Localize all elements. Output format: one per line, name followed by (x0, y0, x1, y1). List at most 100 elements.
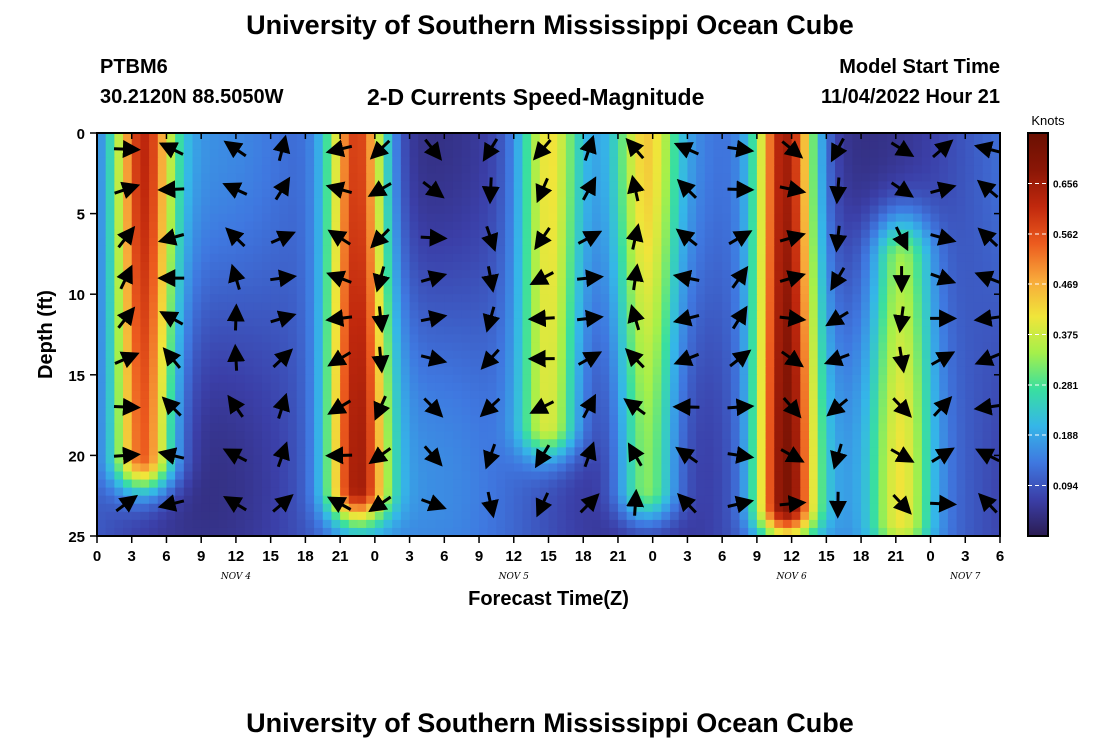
heatmap-cell (973, 366, 984, 376)
heatmap-cell (965, 205, 975, 215)
heatmap-cell (279, 423, 289, 432)
heatmap-cell (982, 463, 992, 473)
heatmap-cell (235, 318, 246, 328)
heatmap-cell (748, 302, 758, 311)
heatmap-cell (713, 423, 723, 432)
heatmap-cell (392, 302, 402, 311)
heatmap-cell (670, 447, 680, 456)
heatmap-cell (496, 165, 506, 174)
heatmap-cell (192, 278, 202, 287)
heatmap-cell (131, 487, 142, 497)
heatmap-cell (956, 237, 966, 247)
heatmap-cell (452, 270, 463, 279)
heatmap-cell (739, 431, 749, 440)
heatmap-cell (704, 503, 715, 513)
heatmap-cell (227, 326, 237, 336)
heatmap-cell (305, 471, 315, 481)
heatmap-cell (591, 471, 602, 481)
heatmap-cell (965, 278, 975, 287)
heatmap-cell (756, 407, 767, 416)
heatmap-cell (105, 511, 115, 521)
heatmap-cell (991, 245, 1001, 255)
heatmap-cell (296, 318, 306, 328)
heatmap-cell (965, 463, 975, 473)
heatmap-cell (409, 302, 419, 311)
heatmap-cell (661, 141, 671, 150)
heatmap-cell (244, 294, 254, 303)
heatmap-cell (843, 213, 853, 223)
heatmap-cell (574, 511, 584, 521)
heatmap-cell (340, 157, 350, 166)
heatmap-cell (513, 302, 524, 311)
heatmap-cell (817, 326, 827, 336)
heatmap-cell (244, 455, 254, 465)
heatmap-cell (913, 278, 923, 287)
heatmap-cell (635, 197, 645, 207)
heatmap-cell (956, 447, 966, 456)
heatmap-cell (409, 479, 419, 489)
heatmap-cell (617, 471, 628, 481)
heatmap-cell (461, 286, 471, 295)
heatmap-cell (166, 157, 176, 166)
heatmap-cell (166, 366, 176, 376)
heatmap-cell (921, 318, 932, 328)
heatmap-cell (782, 342, 793, 352)
heatmap-cell (157, 213, 168, 223)
heatmap-cell (921, 487, 932, 497)
heatmap-cell (97, 342, 107, 352)
heatmap-cell (696, 229, 706, 239)
heatmap-cell (921, 358, 932, 368)
heatmap-cell (97, 302, 107, 311)
heatmap-cell (314, 455, 324, 465)
heatmap-cell (722, 253, 732, 263)
heatmap-cell (817, 366, 827, 376)
heatmap-cell (644, 374, 654, 384)
heatmap-cell (704, 149, 715, 158)
heatmap-cell (227, 157, 237, 166)
heatmap-cell (861, 398, 871, 408)
heatmap-cell (913, 407, 923, 416)
heatmap-cell (843, 133, 853, 142)
heatmap-cell (748, 237, 758, 247)
heatmap-cell (713, 374, 723, 384)
heatmap-cell (270, 157, 280, 166)
heatmap-cell (808, 463, 819, 473)
heatmap-cell (713, 237, 723, 247)
heatmap-cell (947, 374, 958, 384)
heatmap-cell (261, 310, 272, 319)
heatmap-cell (357, 221, 367, 231)
heatmap-cell (192, 382, 202, 392)
heatmap-cell (756, 302, 767, 311)
heatmap-cell (947, 213, 958, 223)
heatmap-cell (314, 245, 324, 255)
heatmap-cell (609, 342, 619, 352)
heatmap-cell (426, 439, 437, 448)
heatmap-cell (861, 294, 871, 303)
heatmap-cell (739, 342, 749, 352)
heatmap-cell (678, 189, 689, 199)
heatmap-cell (774, 390, 784, 400)
heatmap-cell (305, 415, 315, 424)
heatmap-cell (270, 318, 280, 328)
heatmap-cell (557, 173, 567, 182)
heatmap-cell (635, 245, 645, 255)
heatmap-cell (982, 173, 992, 182)
heatmap-cell (123, 205, 133, 215)
heatmap-cell (192, 302, 202, 311)
heatmap-cell (383, 487, 393, 497)
heatmap-cell (704, 261, 715, 271)
heatmap-cell (644, 439, 654, 448)
heatmap-cell (939, 334, 949, 344)
heatmap-cell (713, 398, 723, 408)
heatmap-cell (452, 157, 463, 166)
heatmap-cell (539, 205, 550, 215)
heatmap-cell (965, 350, 975, 360)
heatmap-cell (869, 141, 880, 150)
heatmap-cell (722, 221, 732, 231)
heatmap-cell (609, 382, 619, 392)
heatmap-cell (895, 390, 906, 400)
heatmap-cell (826, 366, 836, 376)
heatmap-cell (296, 334, 306, 344)
heatmap-cell (913, 173, 923, 182)
heatmap-cell (930, 310, 940, 319)
